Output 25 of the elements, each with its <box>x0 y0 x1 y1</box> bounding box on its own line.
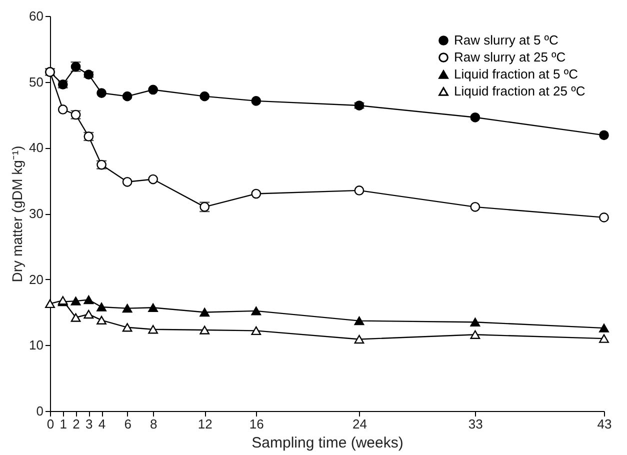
x-tick-label: 16 <box>249 416 264 432</box>
y-tick-label: 40 <box>29 140 44 156</box>
legend-label: Liquid fraction at 25 ºC <box>454 84 586 98</box>
legend-label: Raw slurry at 25 ºC <box>454 50 566 64</box>
x-tick-label: 8 <box>150 416 158 432</box>
x-axis-title: Sampling time (weeks) <box>252 434 404 452</box>
x-tick-label: 2 <box>72 416 80 432</box>
x-tick-label: 4 <box>98 416 106 432</box>
x-tick-label: 0 <box>46 416 54 432</box>
y-tick-label: 30 <box>29 206 44 221</box>
x-tick-label: 33 <box>468 416 483 432</box>
x-tick-label: 12 <box>198 416 212 432</box>
x-tick-label: 1 <box>60 416 67 432</box>
y-tick-label: 20 <box>29 272 44 287</box>
y-tick-label: 60 <box>29 8 44 24</box>
y-tick-label: 0 <box>36 404 44 418</box>
x-tick-label: 24 <box>352 416 367 432</box>
legend-label: Raw slurry at 5 ºC <box>454 32 558 48</box>
x-tick-label: 3 <box>86 416 93 432</box>
y-tick-label: 50 <box>29 74 44 90</box>
x-tick-label: 43 <box>597 416 612 432</box>
y-tick-label: 10 <box>29 338 44 353</box>
x-tick-label: 6 <box>124 416 132 432</box>
legend-label: Liquid fraction at 5 ºC <box>454 66 578 82</box>
y-axis-title: Dry matter (gDM kg⁻¹) <box>9 146 26 282</box>
